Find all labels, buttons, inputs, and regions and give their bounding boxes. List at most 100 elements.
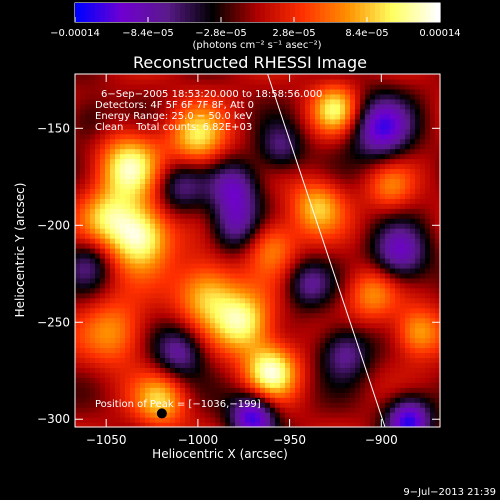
heatmap-cell [385, 123, 391, 130]
heatmap-cell [95, 407, 101, 413]
heatmap-cell [225, 382, 231, 388]
heatmap-cell [290, 158, 296, 165]
heatmap-cell [355, 292, 361, 299]
heatmap-cell [145, 183, 151, 189]
heatmap-cell [375, 133, 381, 140]
heatmap-cell [170, 387, 176, 393]
heatmap-cell [335, 377, 341, 383]
colorbar-cell [410, 3, 416, 22]
heatmap-cell [345, 243, 351, 249]
heatmap-cell [245, 382, 251, 388]
heatmap-cell [415, 267, 421, 274]
heatmap-cell [435, 262, 441, 269]
heatmap-cell [205, 307, 211, 314]
heatmap-cell [80, 238, 86, 244]
heatmap-cell [200, 93, 206, 100]
heatmap-cell [340, 382, 346, 388]
heatmap-cell [355, 248, 361, 254]
heatmap-cell [145, 317, 151, 324]
heatmap-cell [190, 302, 196, 309]
heatmap-cell [170, 412, 176, 418]
heatmap-cell [310, 362, 316, 368]
heatmap-cell [425, 98, 431, 105]
heatmap-cell [255, 407, 261, 413]
heatmap-cell [330, 228, 336, 234]
heatmap-cell [205, 173, 211, 180]
heatmap-cell [355, 163, 361, 170]
heatmap-cell [285, 188, 291, 194]
heatmap-cell [310, 397, 316, 403]
heatmap-cell [410, 233, 416, 239]
heatmap-cell [300, 367, 306, 373]
heatmap-cell [285, 417, 291, 423]
heatmap-cell [85, 307, 91, 314]
heatmap-cell [225, 282, 231, 289]
heatmap-cell [300, 233, 306, 239]
heatmap-cell [170, 342, 176, 349]
heatmap-cell [180, 252, 186, 259]
heatmap-cell [365, 312, 371, 319]
heatmap-cell [360, 183, 366, 189]
heatmap-cell [155, 367, 161, 373]
heatmap-cell [325, 352, 331, 358]
heatmap-cell [90, 198, 96, 204]
heatmap-cell [380, 387, 386, 393]
heatmap-cell [210, 272, 216, 279]
heatmap-cell [265, 327, 271, 334]
heatmap-cell [230, 163, 236, 170]
heatmap-cell [90, 233, 96, 239]
heatmap-cell [280, 372, 286, 378]
heatmap-cell [170, 382, 176, 388]
heatmap-cell [255, 277, 261, 284]
heatmap-cell [230, 252, 236, 259]
colorbar-cell [315, 3, 321, 22]
heatmap-cell [100, 417, 106, 423]
heatmap-cell [80, 262, 86, 269]
heatmap-cell [315, 218, 321, 224]
heatmap-cell [310, 267, 316, 274]
heatmap-cell [235, 402, 241, 408]
heatmap-cell [400, 277, 406, 284]
heatmap-cell [310, 153, 316, 160]
heatmap-cell [160, 357, 166, 363]
heatmap-cell [175, 337, 181, 344]
heatmap-cell [165, 367, 171, 373]
heatmap-cell [280, 337, 286, 344]
heatmap-cell [330, 133, 336, 140]
heatmap-cell [115, 173, 121, 180]
heatmap-cell [360, 213, 366, 219]
heatmap-cell [400, 138, 406, 145]
heatmap-cell [370, 377, 376, 383]
heatmap-cell [410, 332, 416, 339]
heatmap-cell [85, 113, 91, 120]
heatmap-cell [310, 113, 316, 120]
heatmap-cell [245, 292, 251, 299]
heatmap-cell [375, 262, 381, 269]
heatmap-cell [395, 183, 401, 189]
heatmap-cell [390, 362, 396, 368]
heatmap-cell [115, 203, 121, 209]
heatmap-cell [250, 193, 256, 199]
heatmap-cell [435, 372, 441, 378]
heatmap-cell [190, 238, 196, 244]
heatmap-cell [220, 103, 226, 110]
heatmap-cell [280, 352, 286, 358]
heatmap-cell [360, 337, 366, 344]
heatmap-cell [150, 153, 156, 160]
heatmap-cell [205, 267, 211, 274]
heatmap-cell [340, 98, 346, 105]
heatmap-cell [290, 168, 296, 175]
heatmap-cell [175, 382, 181, 388]
heatmap-cell [225, 317, 231, 324]
heatmap-cell [165, 262, 171, 269]
colorbar-cell [145, 3, 151, 22]
heatmap-cell [410, 372, 416, 378]
heatmap-cell [135, 367, 141, 373]
heatmap-cell [275, 357, 281, 363]
heatmap-cell [435, 272, 441, 279]
heatmap-cell [265, 98, 271, 105]
heatmap-cell [275, 377, 281, 383]
heatmap-cell [280, 103, 286, 110]
heatmap-cell [320, 307, 326, 314]
heatmap-cell [275, 218, 281, 224]
